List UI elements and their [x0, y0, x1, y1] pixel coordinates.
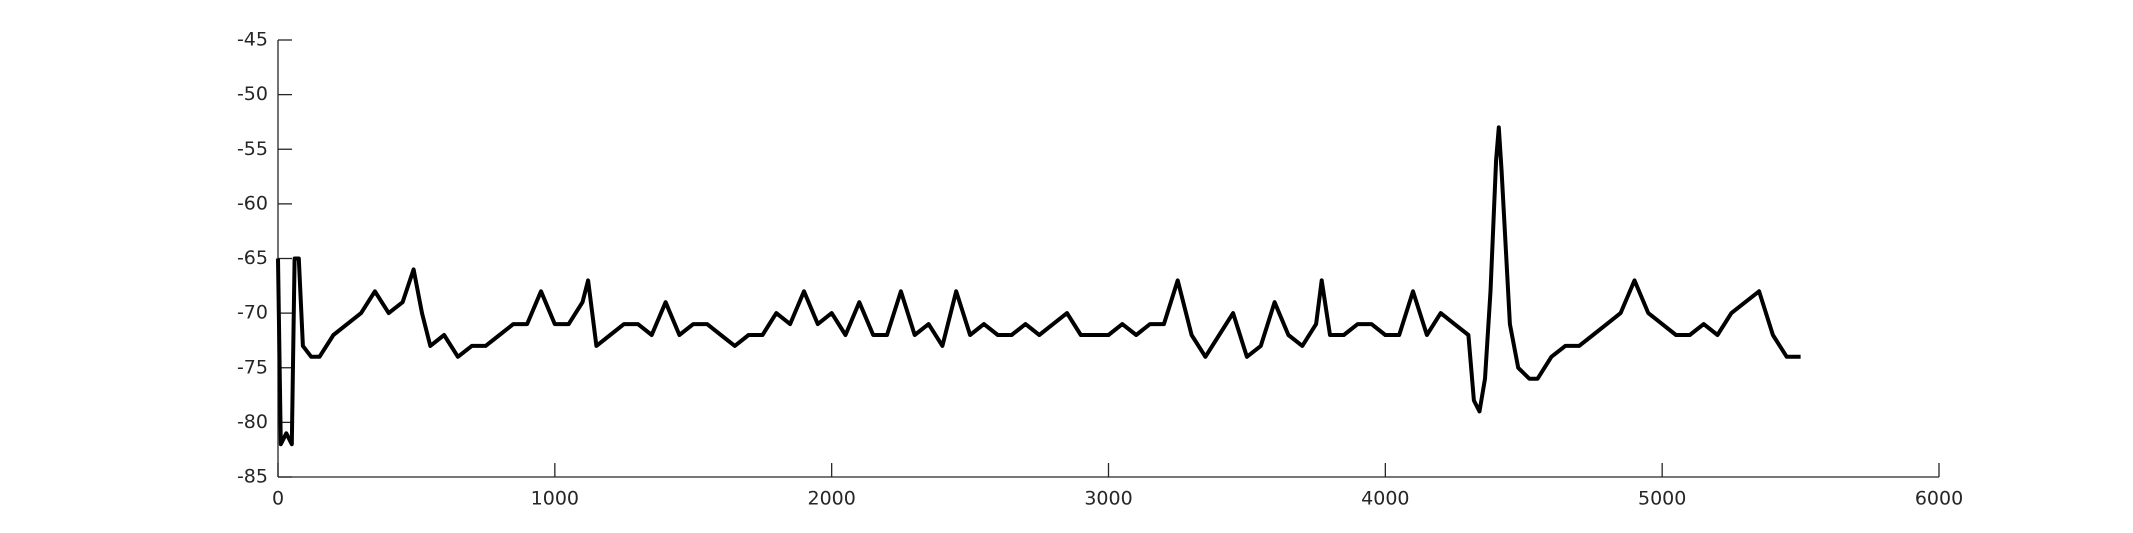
data-line [276, 125, 1801, 447]
y-tick-label: -50 [237, 83, 268, 105]
x-tick-label: 1000 [531, 488, 579, 510]
y-tick-label: -80 [237, 411, 268, 433]
x-tick-label: 3000 [1084, 488, 1132, 510]
y-tick-label: -60 [237, 192, 268, 214]
x-tick-label: 0 [272, 488, 284, 510]
x-tick-label: 6000 [1915, 488, 1963, 510]
y-tick-label: -55 [237, 138, 268, 160]
y-tick-label: -85 [237, 466, 268, 488]
y-tick-label: -75 [237, 356, 268, 378]
y-tick-label: -65 [237, 247, 268, 269]
x-tick-label: 5000 [1638, 488, 1686, 510]
y-tick-label: -45 [237, 29, 268, 51]
x-tick-label: 2000 [807, 488, 855, 510]
x-tick-label: 4000 [1361, 488, 1409, 510]
y-tick-label: -70 [237, 302, 268, 324]
